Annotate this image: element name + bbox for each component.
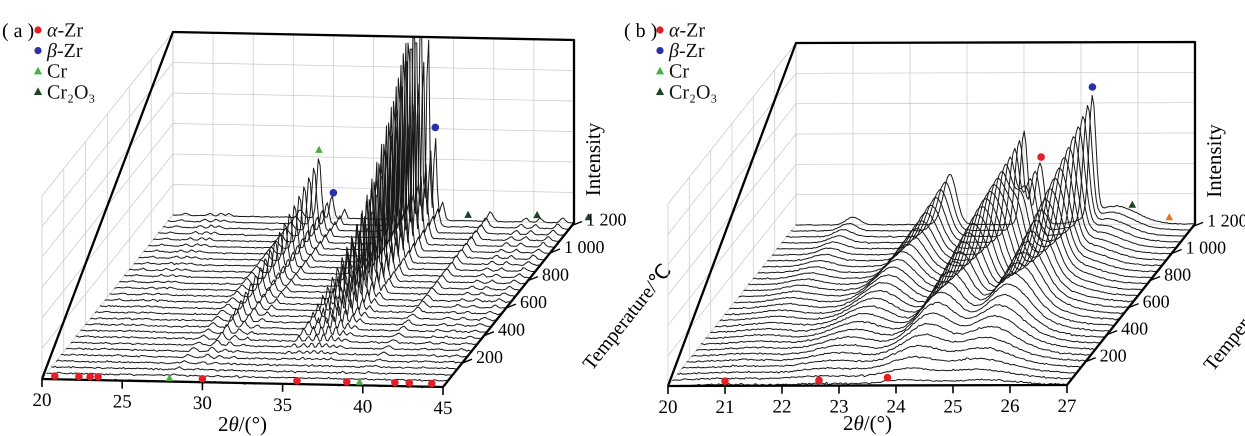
svg-text:20: 20	[33, 390, 52, 411]
svg-text:Cr: Cr	[47, 61, 67, 83]
svg-text:200: 200	[476, 347, 503, 367]
svg-text:1 000: 1 000	[1186, 238, 1227, 258]
svg-text:800: 800	[1164, 265, 1191, 285]
svg-text:Cr₂O₃: Cr₂O₃	[669, 81, 717, 103]
svg-text:α-Zr: α-Zr	[669, 20, 705, 42]
svg-text:α-Zr: α-Zr	[47, 20, 83, 42]
svg-text:400: 400	[1121, 319, 1148, 339]
svg-text:β-Zr: β-Zr	[668, 40, 705, 62]
svg-text:800: 800	[542, 265, 569, 285]
svg-text:2θ/(°): 2θ/(°)	[843, 411, 892, 435]
svg-text:40: 40	[353, 396, 372, 417]
svg-text:Intensity: Intensity	[581, 122, 605, 196]
svg-text:1 200: 1 200	[586, 210, 627, 230]
svg-text:1 200: 1 200	[1207, 210, 1245, 230]
svg-text:( b ): ( b )	[624, 20, 657, 42]
svg-text:Intensity: Intensity	[1202, 124, 1226, 198]
svg-text:20: 20	[659, 397, 678, 418]
svg-text:25: 25	[944, 396, 963, 417]
svg-text:30: 30	[193, 393, 212, 414]
svg-text:26: 26	[1001, 396, 1020, 417]
svg-text:45: 45	[434, 398, 453, 419]
svg-text:35: 35	[273, 395, 292, 416]
svg-text:21: 21	[716, 397, 735, 418]
svg-text:Cr: Cr	[669, 61, 689, 83]
svg-text:400: 400	[498, 320, 525, 340]
svg-text:600: 600	[520, 292, 547, 312]
svg-text:25: 25	[113, 392, 132, 413]
svg-text:Cr₂O₃: Cr₂O₃	[47, 81, 95, 103]
svg-text:1 000: 1 000	[564, 237, 605, 257]
svg-text:600: 600	[1143, 292, 1170, 312]
svg-text:β-Zr: β-Zr	[46, 40, 83, 62]
svg-text:22: 22	[773, 397, 792, 418]
svg-text:( a ): ( a )	[2, 20, 34, 42]
svg-text:2θ/(°): 2θ/(°)	[218, 412, 267, 436]
svg-text:200: 200	[1100, 346, 1127, 366]
svg-text:27: 27	[1058, 396, 1077, 417]
